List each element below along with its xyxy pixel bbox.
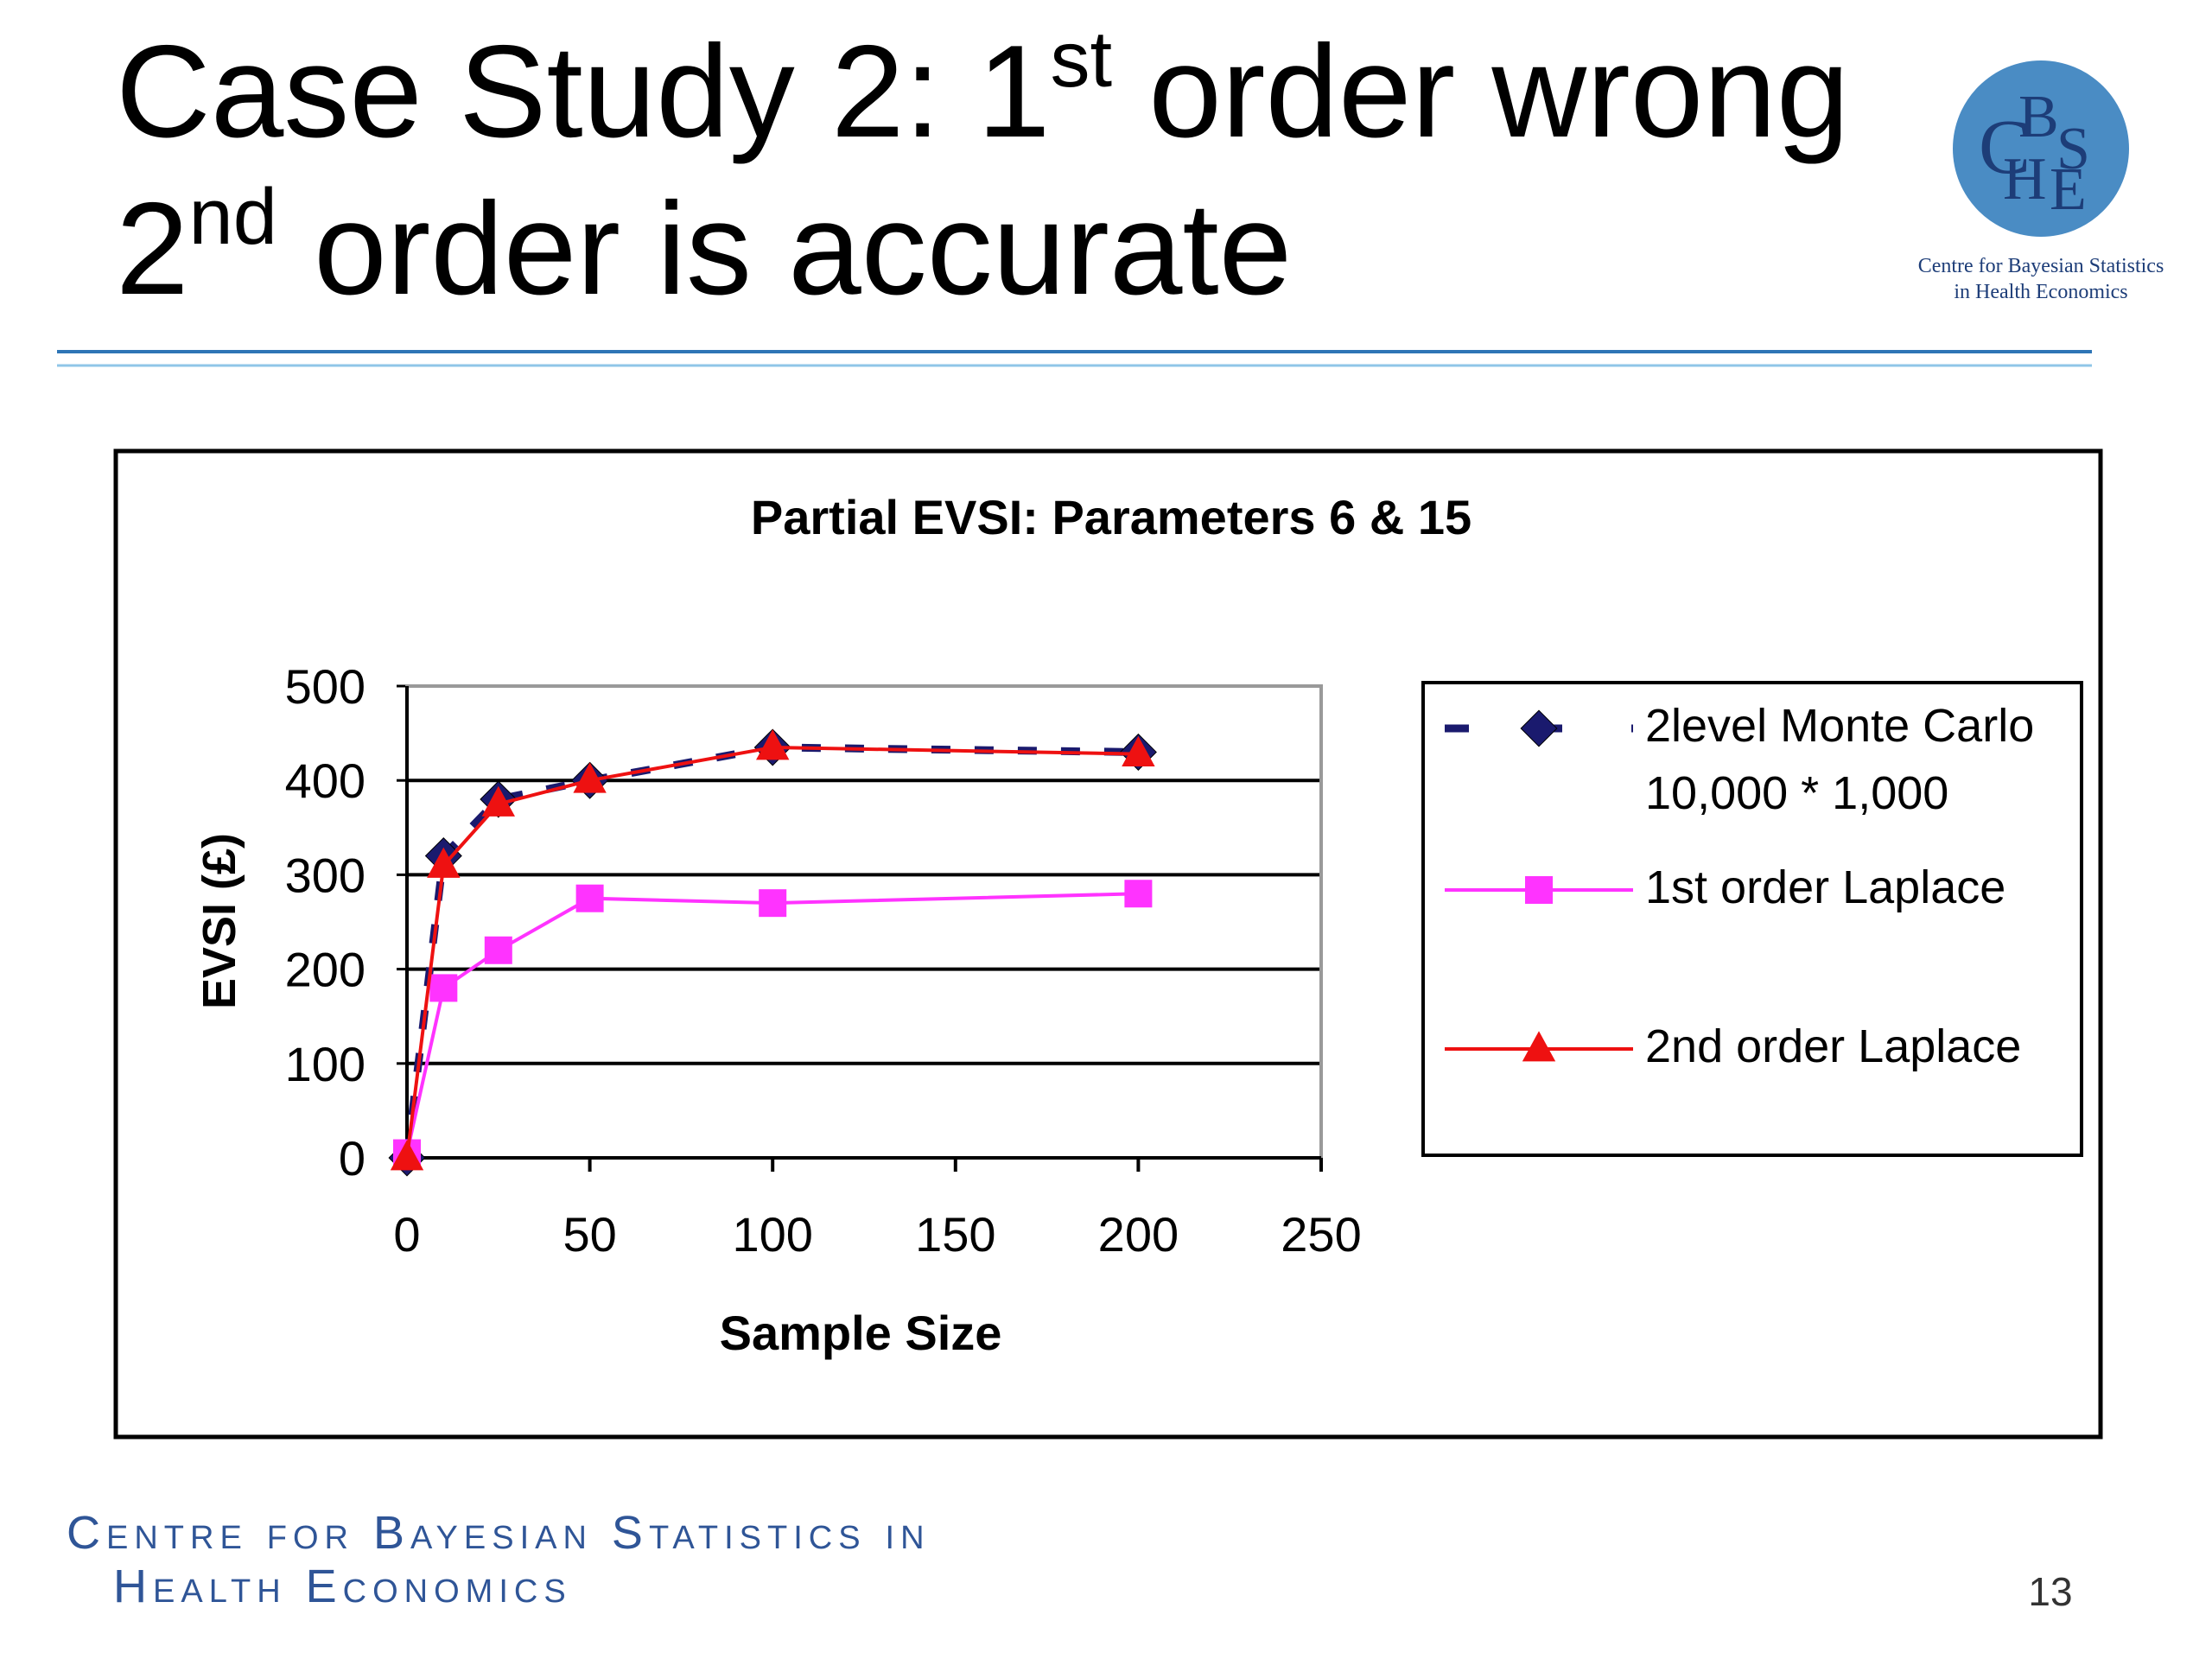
title-text: order is accurate xyxy=(277,175,1292,322)
x-tick-label: 150 xyxy=(915,1207,995,1262)
y-tick-label: 100 xyxy=(285,1037,365,1091)
x-axis-label: Sample Size xyxy=(720,1306,1002,1360)
slide-title-line2: 2nd order is accurate xyxy=(116,173,1292,322)
y-tick-label: 400 xyxy=(285,753,365,808)
y-axis-label: EVSI (£) xyxy=(194,833,245,1009)
logo-caption: Centre for Bayesian Statistics xyxy=(1918,255,2164,277)
logo-circle xyxy=(1953,60,2129,237)
y-tick-label: 0 xyxy=(339,1131,365,1185)
legend-entry: 1st order Laplace xyxy=(1645,861,2006,913)
x-tick-label: 250 xyxy=(1281,1207,1361,1262)
x-tick-label: 50 xyxy=(563,1207,616,1262)
marker-square xyxy=(575,884,604,912)
chart-title: Partial EVSI: Parameters 6 & 15 xyxy=(751,490,1471,544)
title-sup: nd xyxy=(189,173,277,261)
marker-square xyxy=(1525,876,1553,904)
legend-label: 2level Monte Carlo 10,000 * 1,000 xyxy=(1645,700,2035,819)
logo-letter: E xyxy=(2050,156,2087,223)
logo-letter: C xyxy=(1979,105,2031,190)
legend-label: 2nd order Laplace xyxy=(1645,1020,2022,1072)
logo-letter: S xyxy=(2056,116,2090,182)
marker-triangle xyxy=(427,847,461,878)
x-tick-label: 0 xyxy=(393,1207,420,1262)
legend-box xyxy=(1421,681,2083,1157)
logo: C B S H E Centre for Bayesian Statistics… xyxy=(1918,60,2164,303)
legend-label: 1st order Laplace xyxy=(1645,861,2006,913)
series-line xyxy=(405,745,1139,1159)
marker-diamond xyxy=(1520,709,1558,747)
series-line xyxy=(405,892,1139,1154)
legend-entry: 2nd order Laplace xyxy=(1645,1020,2022,1072)
marker-triangle xyxy=(756,729,790,760)
marker-triangle xyxy=(1522,1031,1556,1062)
marker-triangle xyxy=(1122,735,1155,767)
footer-text: Centre for Bayesian Statistics in xyxy=(67,1507,931,1559)
x-tick-label: 200 xyxy=(1098,1207,1179,1262)
legend-entry: 2level Monte Carlo 10,000 * 1,000 xyxy=(1645,700,2035,819)
title-text: order wrong xyxy=(1112,18,1849,165)
title-text: 2 xyxy=(116,175,189,322)
marker-square xyxy=(1124,880,1153,908)
y-tick-label: 300 xyxy=(285,848,365,902)
marker-square xyxy=(429,974,458,1002)
logo-caption: in Health Economics xyxy=(1954,281,2127,303)
page-number: 13 xyxy=(2028,1569,2072,1614)
slide-title-line1: Case Study 2: 1st order wrong xyxy=(116,16,1849,165)
marker-triangle xyxy=(481,785,515,817)
marker-triangle xyxy=(573,762,607,793)
footer-text: Health Economics xyxy=(113,1560,572,1612)
y-tick-label: 500 xyxy=(285,659,365,714)
title-sup: st xyxy=(1051,16,1113,104)
marker-square xyxy=(484,936,512,964)
y-tick-label: 200 xyxy=(285,943,365,997)
marker-square xyxy=(759,889,787,918)
logo-letter: B xyxy=(2018,84,2059,150)
x-tick-label: 100 xyxy=(732,1207,812,1262)
footer: Centre for Bayesian Statistics in Health… xyxy=(67,1507,931,1612)
title-text: Case Study 2: 1 xyxy=(116,18,1051,165)
logo-letter: H xyxy=(2003,146,2047,213)
marker-triangle xyxy=(390,1140,424,1171)
